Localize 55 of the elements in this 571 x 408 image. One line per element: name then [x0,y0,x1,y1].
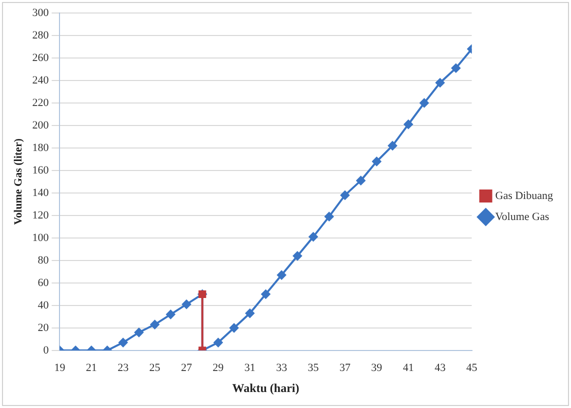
x-tick-label: 35 [308,362,320,374]
y-tick-label: 200 [32,119,50,132]
y-tick-label: 40 [38,299,50,312]
point [150,320,160,330]
x-tick-label: 29 [212,362,224,374]
point [277,270,286,280]
legend-label: Gas Dibuang [495,190,554,202]
x-tick-label: 41 [402,362,414,374]
point [292,251,302,260]
y-tick-label: 180 [32,142,50,154]
x-tick-label: 45 [466,362,478,374]
point [230,323,239,332]
y-tick-label: 160 [32,164,50,176]
x-tick-label: 25 [149,362,161,374]
legend-label: Volume Gas [495,210,550,223]
y-tick-label: 280 [32,29,50,42]
point [356,176,366,186]
point [118,338,128,348]
point [451,64,460,73]
point [340,190,350,200]
y-axis-title: Volume Gas (liter) [12,138,24,225]
y-tick-label: 240 [32,74,50,86]
point [404,120,413,129]
x-tick-label: 19 [54,362,66,374]
point [245,308,254,318]
point [166,310,176,319]
x-tick-label: 33 [276,362,288,374]
y-tick-label: 220 [32,96,50,109]
y-tick-label: 0 [43,344,50,356]
point [372,156,382,166]
y-tick-label: 260 [32,52,50,64]
y-tick-label: 60 [38,276,50,289]
point [134,328,144,337]
x-tick-label: 27 [180,362,192,374]
point [308,232,318,242]
y-tick-label: 120 [32,209,50,222]
y-tick-label: 100 [32,232,50,244]
x-tick-label: 43 [434,362,446,374]
y-tick-label: 80 [38,254,50,266]
point [388,141,398,150]
y-tick-label: 20 [38,322,50,334]
y-tick-label: 300 [32,6,50,19]
x-tick-label: 23 [118,362,130,374]
x-tick-label: 37 [339,362,351,374]
x-tick-label: 21 [86,362,97,374]
point [324,212,334,222]
x-axis-title: Waktu (hari) [232,380,300,395]
x-tick-label: 39 [371,362,383,374]
x-tick-label: 31 [244,362,256,374]
point [261,290,270,299]
point [420,98,429,108]
y-tick-label: 140 [32,186,50,199]
point [214,338,223,348]
point [436,78,445,88]
point [182,300,191,309]
